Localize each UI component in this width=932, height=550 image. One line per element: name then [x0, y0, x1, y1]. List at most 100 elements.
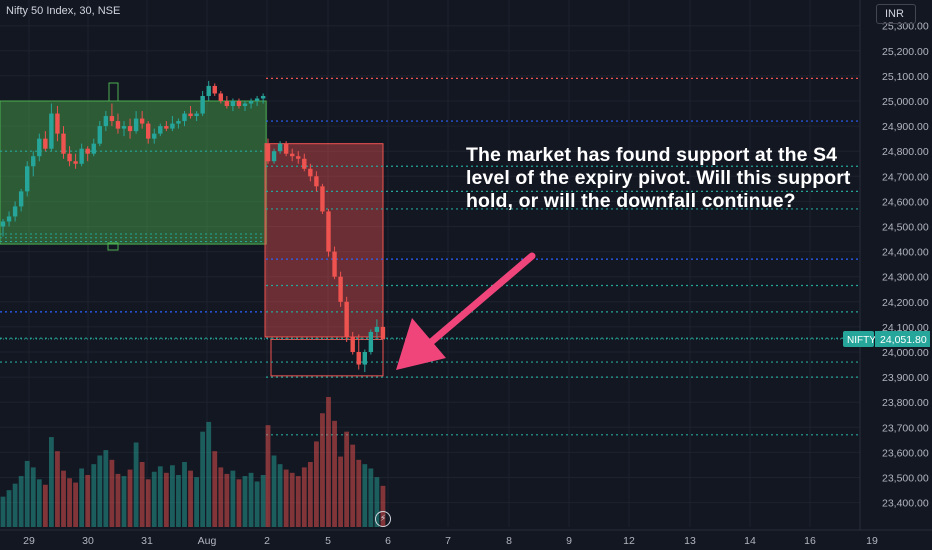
candle-body [212, 85, 217, 94]
x-tick-label: 8 [506, 535, 512, 547]
volume-bar [121, 476, 127, 527]
volume-bar [368, 468, 374, 527]
volume-bar [133, 442, 139, 527]
candle-body [356, 352, 361, 365]
candle-body [248, 101, 254, 104]
zone-marker-bottom [107, 242, 119, 251]
volume-bar [277, 464, 283, 527]
x-tick-label: 19 [866, 535, 878, 547]
x-tick-label: 29 [23, 535, 35, 547]
y-tick-label: 24,900.00 [882, 121, 929, 133]
candle-body [230, 101, 236, 107]
x-tick-label: 14 [744, 535, 756, 547]
volume-bar [103, 450, 109, 527]
candle-body [49, 113, 54, 149]
candle-body [158, 126, 163, 134]
price-axis-bg [860, 0, 932, 550]
candle-body [308, 168, 313, 177]
candle-body [277, 143, 283, 152]
y-tick-label: 24,400.00 [882, 247, 929, 259]
volume-bar [307, 462, 313, 527]
candle-body [290, 153, 295, 157]
candle-body [133, 118, 139, 132]
volume-bar [344, 431, 350, 527]
x-tick-label: 31 [141, 535, 153, 547]
volume-bar [79, 468, 85, 527]
y-tick-label: 25,200.00 [882, 46, 929, 58]
volume-bar [91, 464, 97, 527]
volume-bar [115, 473, 121, 527]
x-tick-label: 30 [82, 535, 94, 547]
volume-bar [332, 420, 337, 527]
candle-body [127, 126, 133, 132]
volume-bar [242, 476, 248, 527]
y-tick-label: 23,400.00 [882, 498, 929, 510]
volume-bar [85, 475, 91, 527]
volume-bar [97, 455, 103, 527]
volume-bar [374, 477, 380, 527]
annotation-arrow-shaft [426, 252, 536, 347]
candle-body [43, 138, 48, 149]
volume-bar [380, 485, 386, 527]
y-tick-label: 24,100.00 [882, 322, 929, 334]
candle-body [380, 326, 386, 339]
candle-body [73, 161, 78, 164]
candle-body [109, 116, 115, 122]
volume-bar [127, 469, 133, 527]
volume-bar [24, 460, 30, 527]
candle-body [170, 123, 175, 129]
volume-bar [289, 472, 295, 527]
candle-body [139, 118, 145, 124]
candle-body [91, 143, 96, 154]
volume-bar [73, 482, 78, 527]
candle-body [6, 216, 12, 222]
volume-bar [42, 484, 48, 527]
candle-body [188, 113, 193, 117]
candle-body [374, 326, 380, 332]
x-tick-label: Aug [198, 535, 217, 547]
volume-bar [283, 469, 289, 527]
candle-body [332, 251, 337, 277]
volume-bar [109, 459, 115, 527]
candle-body [242, 103, 248, 107]
candle-body [152, 133, 157, 139]
x-tick-label: 6 [385, 535, 391, 547]
volume-bar [212, 451, 218, 527]
volume-bar [30, 467, 36, 527]
price-zone [264, 143, 384, 338]
candle-body [302, 158, 307, 169]
y-tick-label: 24,300.00 [882, 272, 929, 284]
volume-bar [157, 466, 163, 527]
currency-selector[interactable]: INR [876, 4, 916, 24]
candle-body [260, 95, 266, 99]
volume-bar [163, 472, 169, 527]
candle-body [103, 116, 109, 127]
volume-bar [314, 441, 319, 527]
y-tick-label: 25,100.00 [882, 71, 929, 83]
candle-body [224, 101, 230, 107]
volume-bar [49, 437, 54, 527]
volume-bar [260, 475, 266, 527]
y-tick-label: 24,800.00 [882, 146, 929, 158]
symbol-title[interactable]: Nifty 50 Index, 30, NSE [6, 5, 121, 17]
volume-bar [350, 444, 356, 527]
candle-body [67, 153, 72, 162]
volume-bar [0, 496, 6, 527]
candle-body [194, 113, 199, 117]
volume-bar [248, 472, 254, 527]
y-tick-label: 24,000.00 [882, 347, 929, 359]
volume-bar [320, 413, 325, 527]
volume-bar [224, 473, 230, 527]
candle-body [97, 126, 102, 144]
candle-body [254, 98, 260, 101]
volume-bar [200, 431, 206, 527]
candle-body [314, 176, 319, 187]
candle-body [206, 85, 211, 96]
volume-bar [55, 451, 60, 527]
candle-body [85, 148, 90, 154]
price-zone [0, 100, 267, 245]
volume-bar [218, 467, 224, 527]
y-tick-label: 24,600.00 [882, 196, 929, 208]
lightning-icon[interactable]: ⚡ [375, 511, 391, 527]
